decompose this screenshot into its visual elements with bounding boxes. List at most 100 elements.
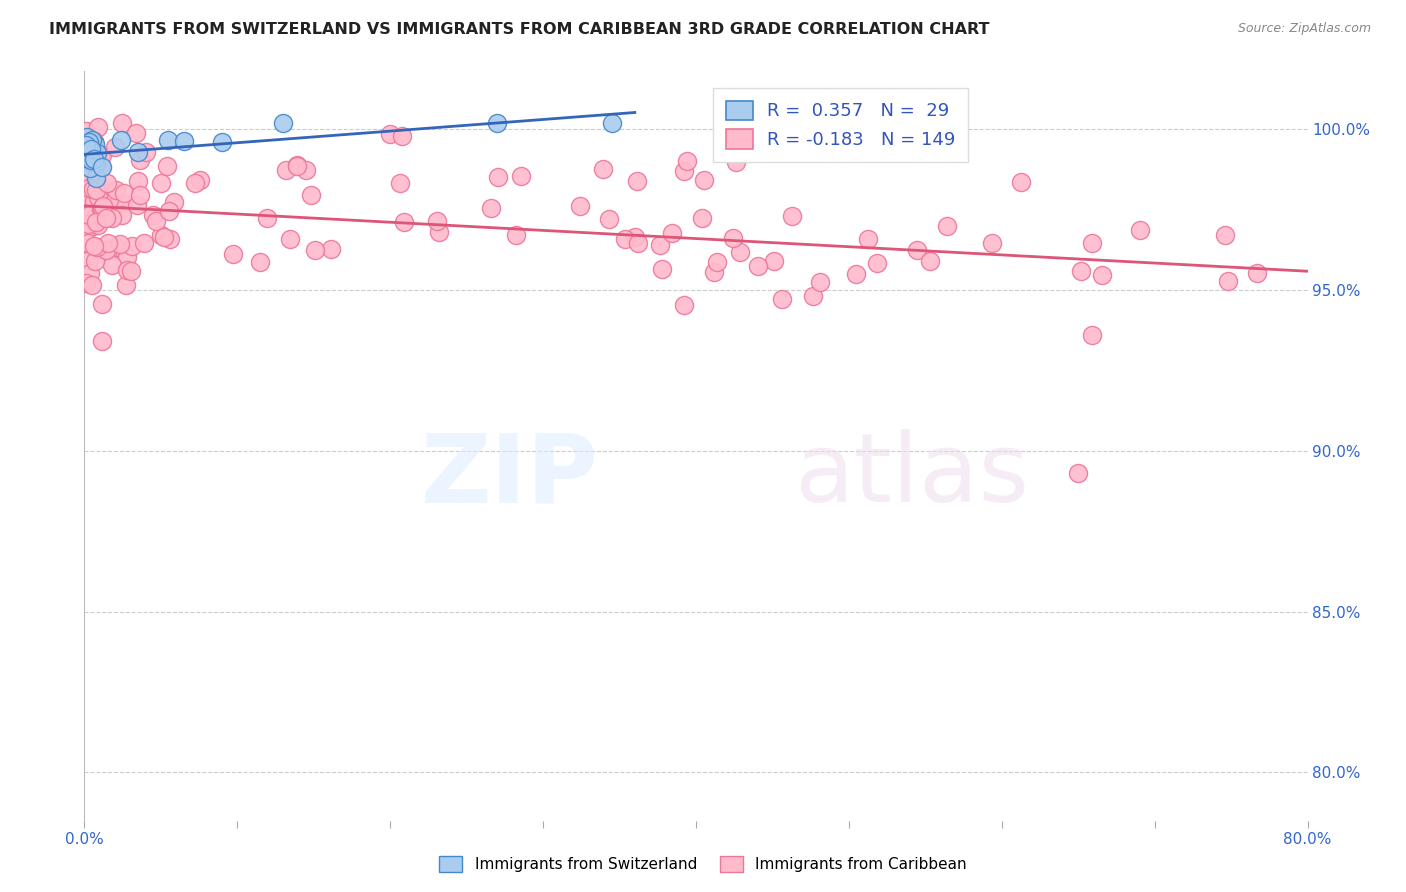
Point	[104, 183, 127, 197]
Point	[108, 237, 131, 252]
Point	[703, 265, 725, 279]
Point	[112, 186, 135, 200]
Point	[159, 232, 181, 246]
Point	[79, 194, 101, 209]
Point	[980, 236, 1002, 251]
Point	[76, 130, 98, 145]
Point	[692, 211, 714, 225]
Point	[627, 235, 650, 250]
Point	[728, 245, 751, 260]
Point	[274, 163, 297, 178]
Point	[83, 197, 105, 211]
Point	[486, 170, 509, 185]
Point	[378, 127, 401, 141]
Point	[153, 230, 176, 244]
Point	[77, 136, 100, 150]
Point	[84, 156, 107, 170]
Point	[82, 219, 104, 233]
Point	[84, 158, 107, 172]
Point	[79, 266, 101, 280]
Point	[91, 188, 114, 202]
Point	[80, 278, 103, 293]
Point	[1246, 266, 1268, 280]
Point	[661, 226, 683, 240]
Point	[97, 193, 120, 207]
Point	[100, 211, 122, 226]
Point	[592, 162, 614, 177]
Point	[75, 152, 97, 166]
Point	[721, 230, 744, 244]
Point	[173, 134, 195, 148]
Point	[271, 116, 294, 130]
Point	[125, 126, 148, 140]
Point	[866, 256, 889, 270]
Point	[650, 238, 672, 252]
Point	[91, 199, 114, 213]
Point	[626, 174, 648, 188]
Point	[84, 183, 107, 197]
Point	[127, 174, 149, 188]
Point	[94, 244, 117, 258]
Point	[77, 252, 100, 267]
Point	[249, 255, 271, 269]
Point	[598, 212, 620, 227]
Point	[747, 260, 769, 274]
Point	[651, 262, 673, 277]
Point	[429, 225, 451, 239]
Text: IMMIGRANTS FROM SWITZERLAND VS IMMIGRANTS FROM CARIBBEAN 3RD GRADE CORRELATION C: IMMIGRANTS FROM SWITZERLAND VS IMMIGRANT…	[49, 22, 990, 37]
Point	[84, 176, 107, 190]
Point	[676, 153, 699, 168]
Point	[763, 253, 786, 268]
Point	[90, 201, 112, 215]
Point	[84, 253, 107, 268]
Point	[673, 297, 696, 311]
Point	[285, 159, 308, 173]
Point	[110, 133, 132, 147]
Point	[104, 140, 127, 154]
Point	[76, 153, 98, 168]
Point	[256, 211, 278, 225]
Point	[83, 134, 105, 148]
Point	[425, 214, 447, 228]
Point	[76, 212, 98, 227]
Point	[89, 178, 111, 193]
Point	[87, 190, 110, 204]
Point	[90, 202, 112, 217]
Point	[86, 170, 108, 185]
Point	[600, 116, 623, 130]
Point	[183, 176, 205, 190]
Point	[1218, 275, 1240, 289]
Point	[693, 172, 716, 186]
Point	[89, 152, 111, 166]
Point	[77, 181, 100, 195]
Point	[299, 188, 322, 202]
Point	[211, 135, 233, 149]
Point	[86, 163, 108, 178]
Point	[83, 152, 105, 166]
Point	[319, 242, 342, 256]
Point	[295, 162, 318, 177]
Point	[304, 244, 326, 258]
Point	[111, 196, 134, 211]
Point	[79, 145, 101, 160]
Point	[77, 169, 100, 184]
Point	[97, 235, 120, 250]
Point	[150, 227, 173, 242]
Point	[905, 243, 928, 257]
Point	[111, 116, 134, 130]
Point	[79, 151, 101, 165]
Point	[157, 133, 180, 147]
Point	[111, 208, 134, 222]
Point	[104, 240, 127, 254]
Point	[149, 176, 172, 190]
Point	[120, 264, 142, 278]
Point	[1213, 228, 1236, 243]
Point	[1081, 327, 1104, 342]
Point	[486, 116, 509, 130]
Point	[1081, 236, 1104, 251]
Text: Source: ZipAtlas.com: Source: ZipAtlas.com	[1237, 22, 1371, 36]
Point	[87, 218, 110, 232]
Point	[75, 234, 97, 248]
Point	[75, 145, 97, 159]
Point	[724, 155, 747, 169]
